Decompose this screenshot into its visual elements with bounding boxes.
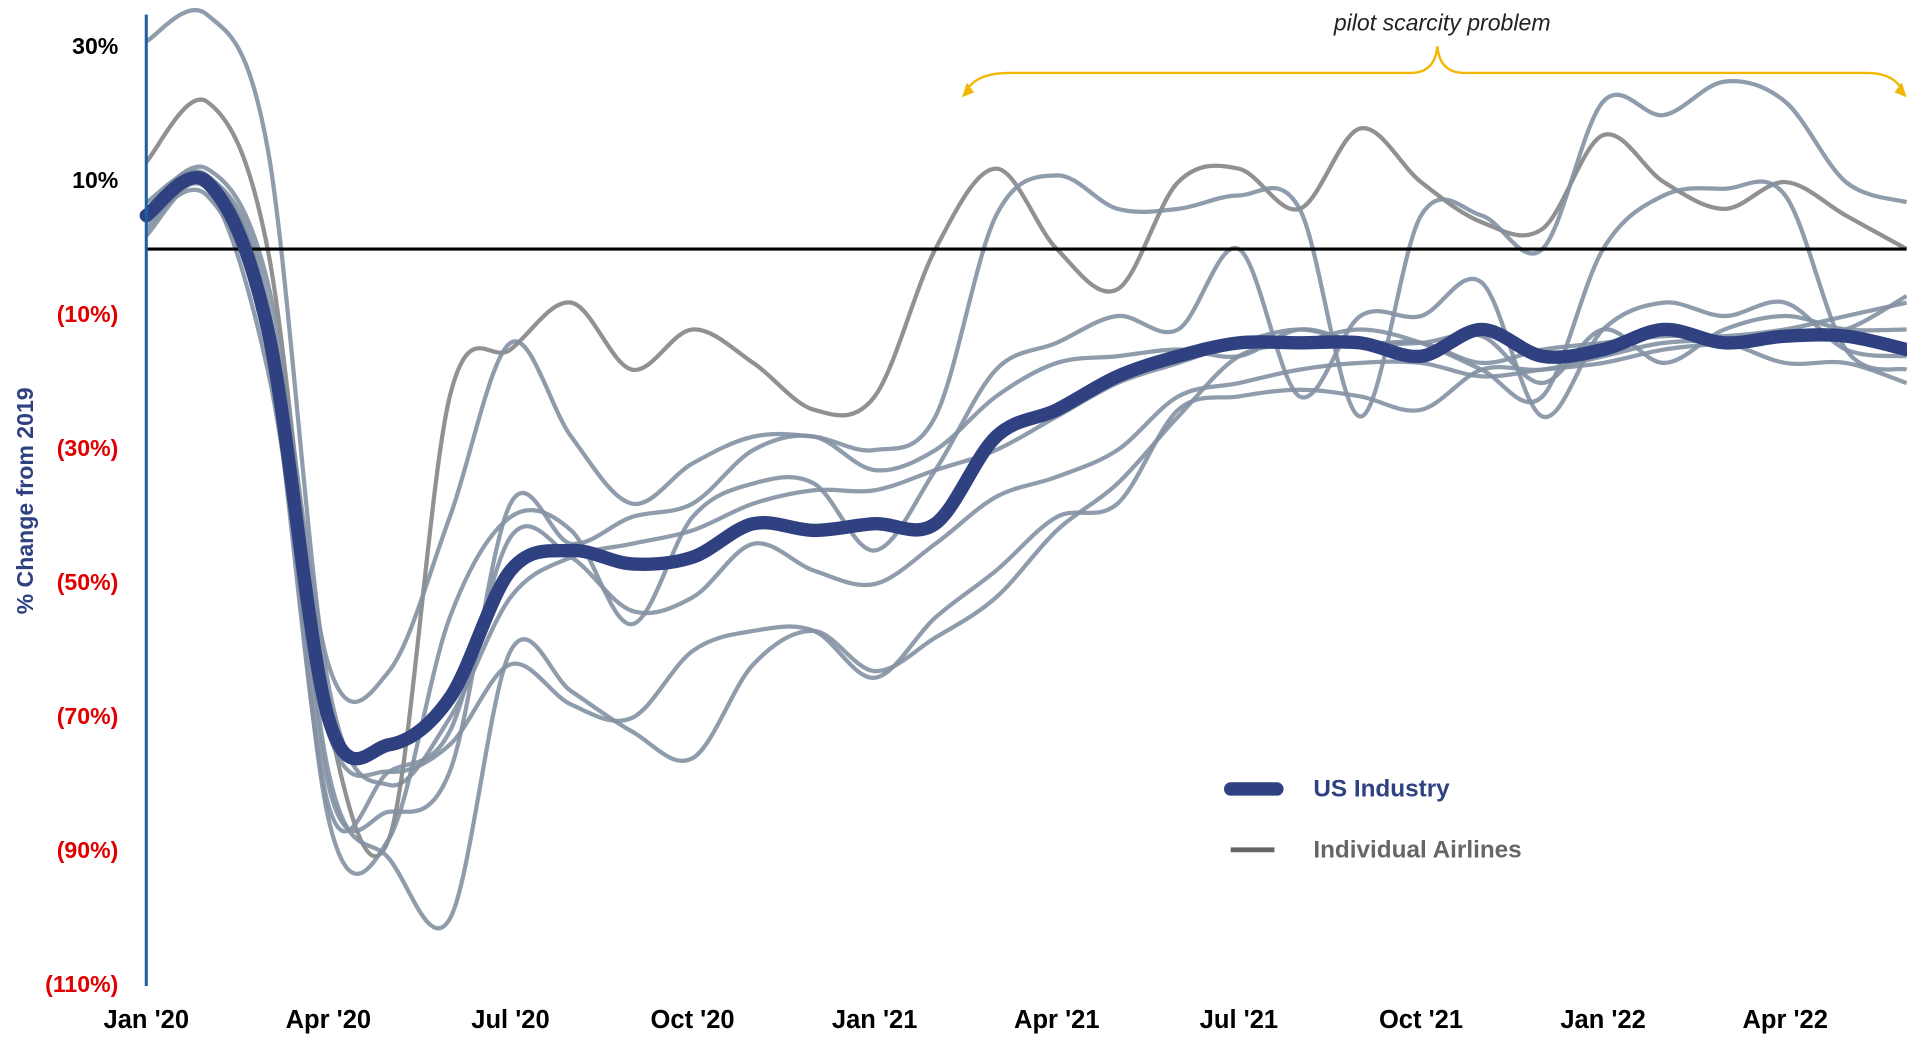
y-tick-label: (10%) <box>57 301 119 327</box>
y-tick-label: 30% <box>72 33 118 59</box>
airline-line <box>145 7 1907 788</box>
x-tick-label: Jan '21 <box>832 1006 918 1034</box>
x-tick-label: Jul '21 <box>1200 1006 1278 1034</box>
y-tick-label: (90%) <box>57 837 119 863</box>
x-tick-label: Jan '20 <box>104 1006 190 1034</box>
x-tick-label: Oct '21 <box>1379 1006 1463 1034</box>
industry-line <box>139 171 1907 766</box>
airline-line <box>144 79 1907 705</box>
x-tick-label: Apr '22 <box>1742 1006 1827 1034</box>
airline-line <box>145 169 1907 931</box>
x-tick-label: Jul '20 <box>471 1006 549 1034</box>
x-tick-label: Apr '21 <box>1014 1006 1099 1034</box>
airline-line <box>144 181 1907 778</box>
y-tick-label: 10% <box>72 167 118 193</box>
legend-label: Individual Airlines <box>1313 836 1521 863</box>
y-tick-label: (50%) <box>57 569 119 595</box>
x-tick-label: Jan '22 <box>1560 1006 1646 1034</box>
annotation: pilot scarcity problem <box>1333 9 1551 35</box>
y-tick-label: (110%) <box>45 971 118 997</box>
x-tick-label: Apr '20 <box>286 1006 371 1034</box>
legend-label: US Industry <box>1313 776 1450 803</box>
y-tick-label: (30%) <box>57 435 119 461</box>
x-tick-label: Oct '20 <box>651 1006 735 1034</box>
annotation-brace <box>963 46 1906 96</box>
y-axis-title: % Change from 2019 <box>12 387 38 614</box>
y-tick-label: (70%) <box>57 703 119 729</box>
